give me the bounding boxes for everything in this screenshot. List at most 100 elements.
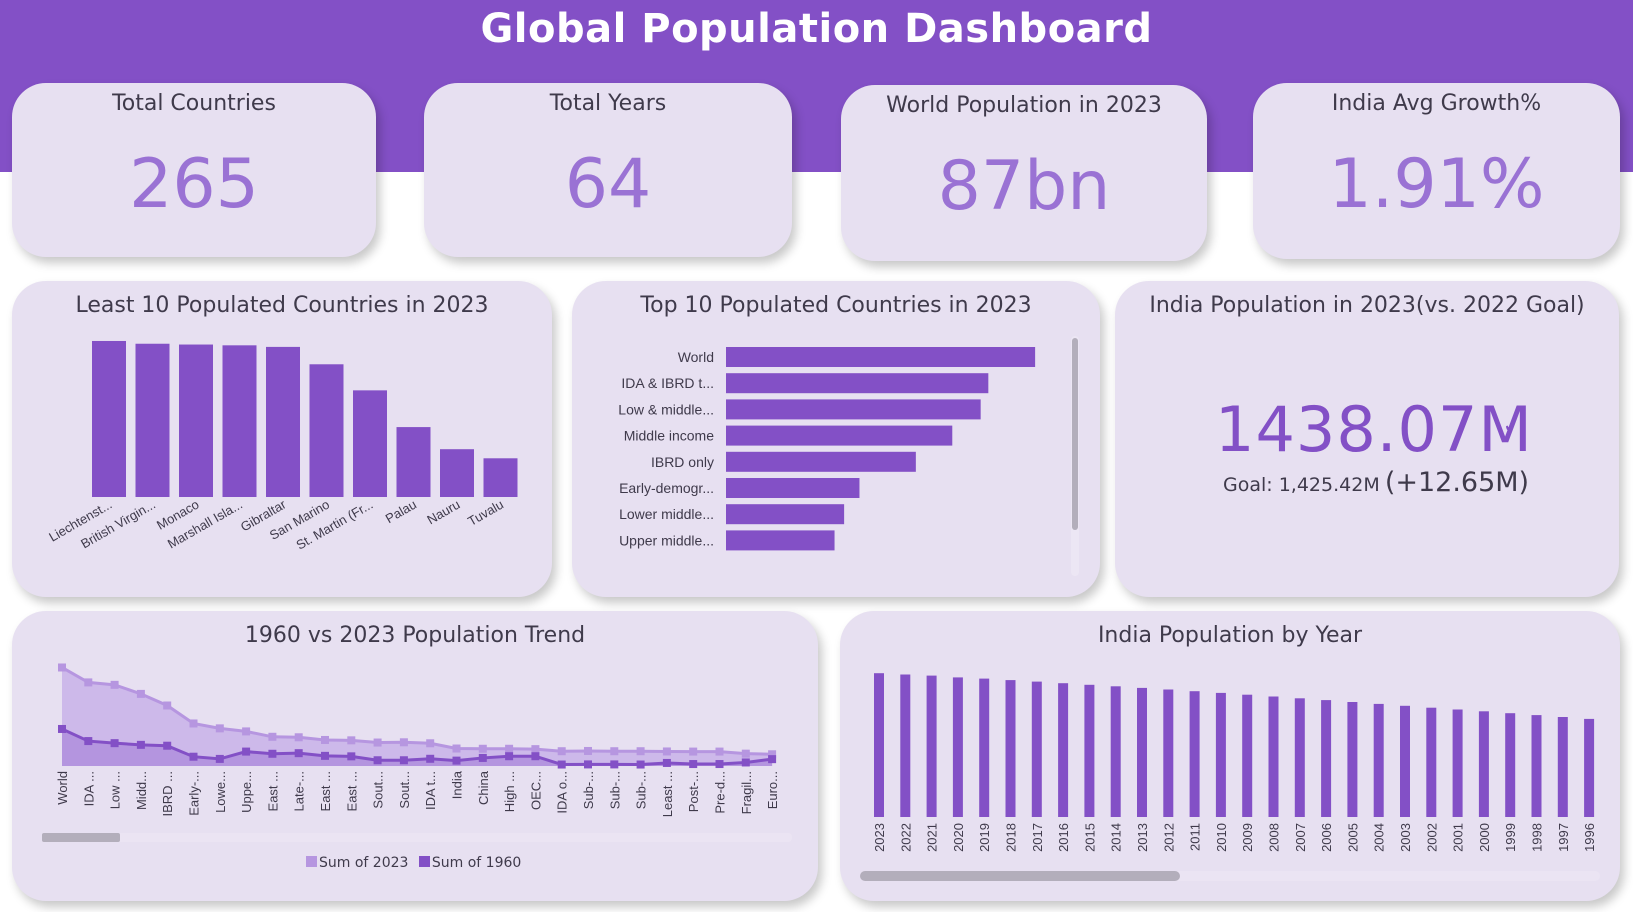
- x-tick-label: East ...: [344, 771, 359, 811]
- chart-legend: Sum of 2023 Sum of 1960: [306, 855, 521, 871]
- x-tick-label: 2022: [898, 823, 913, 852]
- x-tick-label: China: [476, 770, 491, 805]
- horizontal-scrollbar[interactable]: [42, 833, 792, 842]
- bar: [1215, 692, 1226, 817]
- x-tick-label: Tuvalu: [465, 497, 506, 529]
- population-trend-panel[interactable]: 1960 vs 2023 Population Trend World IDA .…: [12, 611, 818, 901]
- bar: [1321, 700, 1332, 817]
- y-tick-label: Middle income: [624, 428, 714, 444]
- bar: [1005, 680, 1016, 817]
- bar: [1110, 686, 1121, 817]
- x-tick-label: IDA ...: [81, 771, 96, 806]
- kpi-card-total-years[interactable]: Total Years 64: [424, 83, 792, 257]
- point-2023: [584, 746, 592, 755]
- x-tick-label: 2004: [1372, 823, 1387, 852]
- x-tick-label: 1997: [1556, 823, 1571, 852]
- point-2023: [426, 739, 435, 748]
- kpi-card-world-population[interactable]: World Population in 2023 87bn: [841, 85, 1207, 261]
- x-tick-label: 2005: [1345, 823, 1360, 852]
- kpi-card-total-countries[interactable]: Total Countries 265: [12, 83, 376, 257]
- x-tick-label: 1999: [1503, 823, 1518, 852]
- point-2023: [321, 735, 329, 744]
- point-2023: [452, 744, 461, 753]
- x-tick-label: 2001: [1451, 823, 1466, 852]
- horizontal-scrollbar[interactable]: [860, 871, 1600, 881]
- point-1960: [136, 740, 145, 749]
- point-1960: [189, 752, 198, 761]
- point-2023: [689, 747, 698, 756]
- india-by-year-panel[interactable]: India Population by Year 2023 2022 2021 202…: [840, 611, 1620, 901]
- y-tick-label: Early-demogr...: [619, 480, 714, 496]
- x-tick-label: 2019: [977, 823, 992, 852]
- point-2023: [136, 689, 145, 698]
- kpi-value: 87bn: [937, 147, 1111, 226]
- india-by-year-chart: 2023 2022 2021 2020 2019 2018 2017 2016 2015 2014…: [872, 673, 1597, 852]
- point-1960: [531, 752, 540, 761]
- x-tick-label: 2002: [1424, 823, 1439, 852]
- x-tick-label: 2006: [1319, 823, 1334, 852]
- bar: [874, 673, 884, 817]
- chart-title: India Population in 2023(vs. 2022 Goal): [1149, 293, 1585, 318]
- least-populated-panel[interactable]: Least 10 Populated Countries in 2023 Lie…: [12, 281, 552, 597]
- goal-label: Goal: 1,425.42M: [1223, 474, 1380, 496]
- goal-delta: (+12.65M): [1384, 467, 1530, 498]
- point-2023: [215, 724, 224, 733]
- india-population-panel[interactable]: India Population in 2023(vs. 2022 Goal) …: [1115, 281, 1619, 597]
- point-2023: [741, 749, 750, 758]
- point-1960: [636, 760, 645, 769]
- top-populated-panel[interactable]: Top 10 Populated Countries in 2023 World…: [572, 281, 1100, 597]
- point-2023: [347, 736, 356, 745]
- bar: [1584, 718, 1595, 817]
- x-tick-label: 2013: [1135, 823, 1150, 852]
- india-population-value: 1438.07M: [1215, 393, 1533, 466]
- x-tick-label: Marshall Isla...: [165, 497, 245, 552]
- x-tick-label: 2012: [1161, 823, 1176, 852]
- scrollbar-thumb[interactable]: [1072, 338, 1078, 530]
- point-1960: [689, 760, 698, 769]
- bar: [1294, 698, 1305, 817]
- scrollbar-thumb[interactable]: [42, 833, 120, 842]
- point-1960: [84, 737, 93, 746]
- bar: [222, 345, 257, 497]
- vertical-scrollbar[interactable]: [1071, 336, 1079, 576]
- x-tick-label: 2014: [1109, 823, 1124, 852]
- x-tick-label: OEC...: [528, 771, 543, 810]
- bar: [1242, 694, 1253, 817]
- point-2023: [636, 747, 645, 756]
- area-2023: [62, 667, 773, 766]
- point-1960: [347, 752, 356, 761]
- x-tick-label: 2015: [1082, 823, 1097, 852]
- x-tick-label: Fragil...: [739, 771, 754, 814]
- scrollbar-thumb[interactable]: [860, 871, 1180, 881]
- x-tick-label: Sub-...: [634, 771, 649, 809]
- bar: [135, 343, 170, 497]
- bar: [726, 530, 835, 551]
- point-1960: [321, 751, 329, 760]
- x-tick-label: Low ...: [108, 771, 123, 809]
- point-2023: [505, 744, 514, 753]
- point-2023: [163, 701, 172, 710]
- bar: [1478, 711, 1489, 817]
- bar: [726, 347, 1036, 367]
- point-1960: [662, 758, 671, 767]
- bar: [726, 399, 981, 420]
- x-tick-label: 2021: [925, 823, 940, 852]
- point-1960: [215, 754, 224, 763]
- x-tick-label: 2003: [1398, 823, 1413, 852]
- x-tick-label: Least ...: [660, 771, 675, 817]
- point-2023: [242, 727, 251, 736]
- bar: [483, 458, 518, 497]
- x-tick-label: 2007: [1293, 823, 1308, 852]
- x-tick-label: India: [450, 770, 465, 799]
- point-2023: [531, 745, 540, 754]
- x-tick-label: 2010: [1214, 823, 1229, 852]
- kpi-card-india-growth[interactable]: India Avg Growth% 1.91%: [1253, 83, 1620, 259]
- point-2023: [768, 750, 777, 759]
- point-2023: [189, 719, 198, 728]
- bar: [926, 675, 937, 817]
- point-1960: [610, 760, 619, 769]
- point-1960: [373, 756, 382, 765]
- x-tick-label: 2017: [1030, 823, 1045, 852]
- point-1960: [452, 756, 461, 765]
- kpi-value: 64: [564, 145, 652, 224]
